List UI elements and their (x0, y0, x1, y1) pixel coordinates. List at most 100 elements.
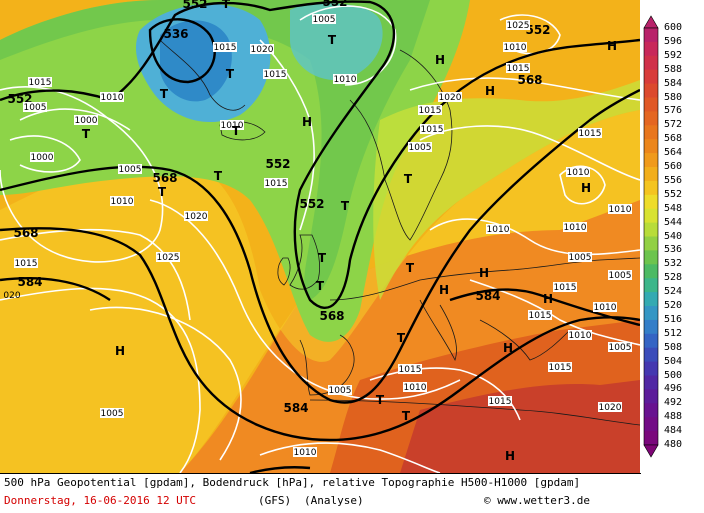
low-pressure-center: T (316, 279, 325, 293)
legend-swatch (644, 97, 658, 112)
legend-label: 532 (664, 258, 683, 270)
high-pressure-center: H (479, 266, 489, 280)
legend-swatch (644, 403, 658, 418)
pressure-label: 1010 (334, 75, 357, 85)
pressure-label: 1015 (507, 64, 530, 74)
pressure-label-bg (608, 342, 632, 352)
pressure-label-bg (213, 42, 237, 52)
pressure-label-bg (528, 310, 552, 320)
legend-label: 560 (664, 161, 683, 172)
low-pressure-center: T (158, 185, 167, 199)
z500-label: 552 (299, 197, 324, 211)
legend-label: 504 (664, 355, 683, 367)
pressure-label: 1020 (185, 212, 208, 222)
z500-label: 584 (17, 275, 42, 289)
isobar-2 (0, 228, 191, 321)
pressure-label: 1015 (15, 259, 38, 269)
legend-label: 488 (664, 411, 683, 423)
pressure-label-bg (220, 120, 244, 130)
high-pressure-center: H (581, 181, 591, 195)
legend-swatch (644, 222, 658, 237)
pressure-label: 1010 (294, 448, 317, 458)
legend-label: 496 (664, 383, 683, 395)
legend-swatch (644, 139, 658, 154)
pressure-label-bg (608, 270, 632, 280)
legend-label: 492 (664, 397, 683, 409)
pressure-label-020: 020 (3, 291, 20, 301)
legend-label: 508 (664, 341, 683, 353)
isobar-11 (419, 125, 640, 181)
isobar-4 (89, 306, 242, 461)
pressure-label-bg (312, 14, 336, 24)
legend-swatch (644, 236, 658, 251)
pressure-label: 1010 (609, 205, 632, 215)
pressure-label-bg (118, 164, 142, 174)
pressure-label: 1015 (529, 311, 552, 321)
pressure-label-bg (488, 396, 512, 406)
legend-label: 536 (664, 244, 683, 256)
pressure-label: 1015 (399, 365, 422, 375)
caption-analysis: (Analyse) (304, 494, 364, 507)
legend-swatch (644, 167, 658, 182)
high-pressure-center: H (485, 84, 495, 98)
pressure-label-bg (30, 152, 54, 162)
legend-swatch (644, 417, 658, 432)
legend-swatch (644, 431, 658, 446)
pressure-label-bg (28, 77, 52, 87)
legend-arrow-top (643, 15, 659, 29)
contour-552 (0, 0, 640, 309)
pressure-label: 1010 (404, 383, 427, 393)
low-pressure-center: T (160, 87, 169, 101)
legend-swatch (644, 278, 658, 293)
pressure-label: 1015 (29, 78, 52, 88)
pressure-label: 1005 (569, 253, 592, 263)
legend-label: 596 (664, 35, 683, 47)
color-legend: 600 596 592 588 584 580 576 572 568 564 560 556 552 5… (640, 0, 704, 473)
legend-label: 520 (664, 300, 683, 311)
pressure-label-bg (184, 211, 208, 221)
pressure-label-bg (250, 44, 274, 54)
pressure-label-bg (593, 302, 617, 312)
caption-title: 500 hPa Geopotential [gpdam], Bodendruck… (4, 476, 581, 489)
low-pressure-center: T (82, 127, 91, 141)
pressure-label-bg (598, 402, 622, 412)
legend-label: 564 (664, 147, 683, 159)
legend-swatch (644, 180, 658, 196)
isobar-5 (149, 199, 461, 400)
legend-swatch (644, 333, 658, 349)
pressure-label: 1005 (409, 143, 432, 153)
legend-swatch (644, 208, 658, 224)
pressure-label: 1015 (579, 129, 602, 139)
legend-label: 512 (664, 327, 683, 339)
contour-568b (0, 227, 640, 442)
legend-swatch (644, 83, 658, 98)
pressure-label: 1000 (75, 116, 98, 126)
pressure-label-bg (418, 105, 442, 115)
legend-label: 584 (664, 77, 683, 89)
pressure-label-bg (506, 20, 530, 30)
legend-label: 568 (664, 133, 683, 145)
legend-label: 576 (664, 105, 683, 117)
legend-swatch (644, 375, 658, 390)
contour-584b (449, 288, 640, 327)
weather-map: 536 552 552 552 552 552 552 568 568 568 568 584 584 5… (0, 0, 641, 474)
pressure-label: 1010 (487, 225, 510, 235)
z500-label: 552 (322, 0, 347, 9)
balkans-coast (479, 319, 571, 361)
z500-label: 584 (283, 401, 308, 415)
low-pressure-center: T (376, 393, 385, 407)
pressure-label-bg (548, 362, 572, 372)
pressure-label-bg (110, 196, 134, 206)
legend-label: 592 (664, 49, 683, 61)
pressure-label: 1015 (265, 179, 288, 189)
pressure-label-bg (438, 92, 462, 102)
low-pressure-center: T (341, 199, 350, 213)
low-pressure-center: T (232, 124, 241, 138)
pressure-label: 1005 (101, 409, 124, 419)
pressure-label-bg (398, 364, 422, 374)
legend-label: 516 (664, 313, 683, 325)
legend-swatch (644, 264, 658, 279)
legend-swatch (644, 292, 658, 307)
